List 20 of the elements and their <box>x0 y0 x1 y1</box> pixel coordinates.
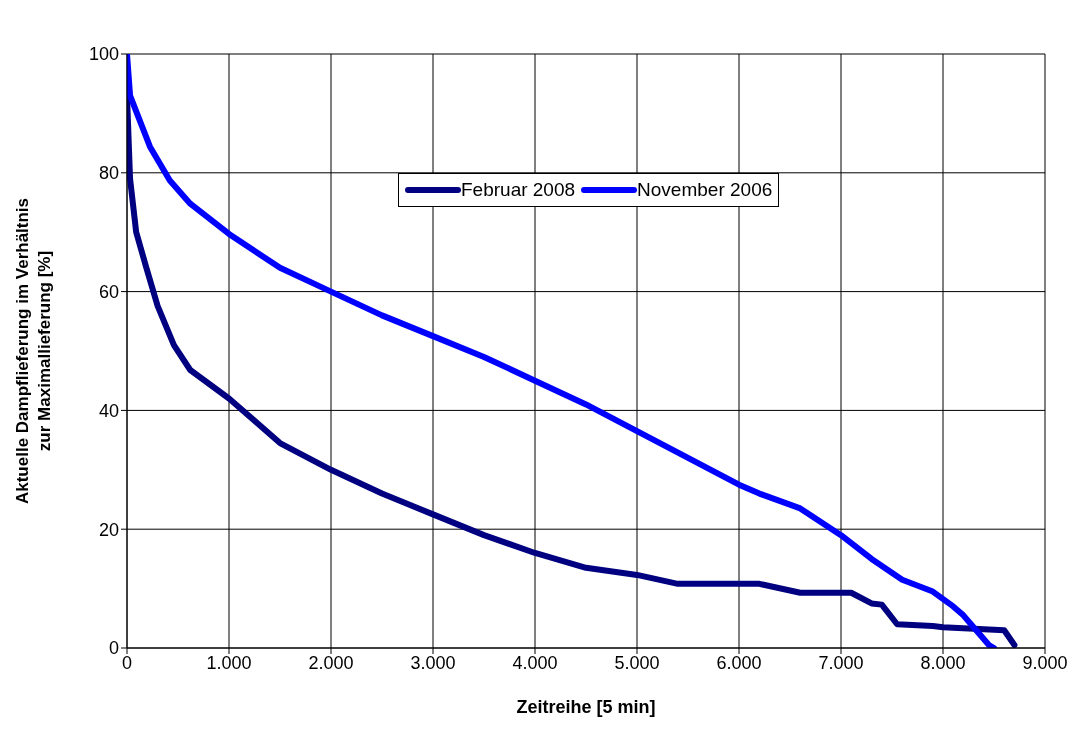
y-tick-label: 0 <box>108 638 119 659</box>
x-tick-label: 5.000 <box>614 652 660 673</box>
y-tick-label: 60 <box>98 281 119 302</box>
x-tick-label: 4.000 <box>512 652 558 673</box>
x-axis-title: Zeitreihe [5 min] <box>516 697 656 717</box>
legend-label: November 2006 <box>637 178 773 202</box>
x-tick-label: 1.000 <box>206 652 252 673</box>
x-tick-label: 2.000 <box>308 652 354 673</box>
legend-label: Februar 2008 <box>461 178 576 202</box>
x-tick-label: 6.000 <box>716 652 762 673</box>
y-tick-label: 100 <box>88 44 119 65</box>
x-tick-label: 8.000 <box>920 652 966 673</box>
x-tick-label: 7.000 <box>818 652 864 673</box>
y-tick-label: 20 <box>98 519 119 540</box>
x-tick-label: 0 <box>121 652 133 673</box>
y-axis-title: Aktuelle Dampflieferung im Verhältnis zur Maximallieferung [%] <box>13 197 54 505</box>
y-tick-label: 40 <box>98 400 119 421</box>
x-tick-label: 3.000 <box>410 652 456 673</box>
x-tick-label: 9.000 <box>1022 652 1068 673</box>
y-tick-label: 80 <box>98 163 119 184</box>
